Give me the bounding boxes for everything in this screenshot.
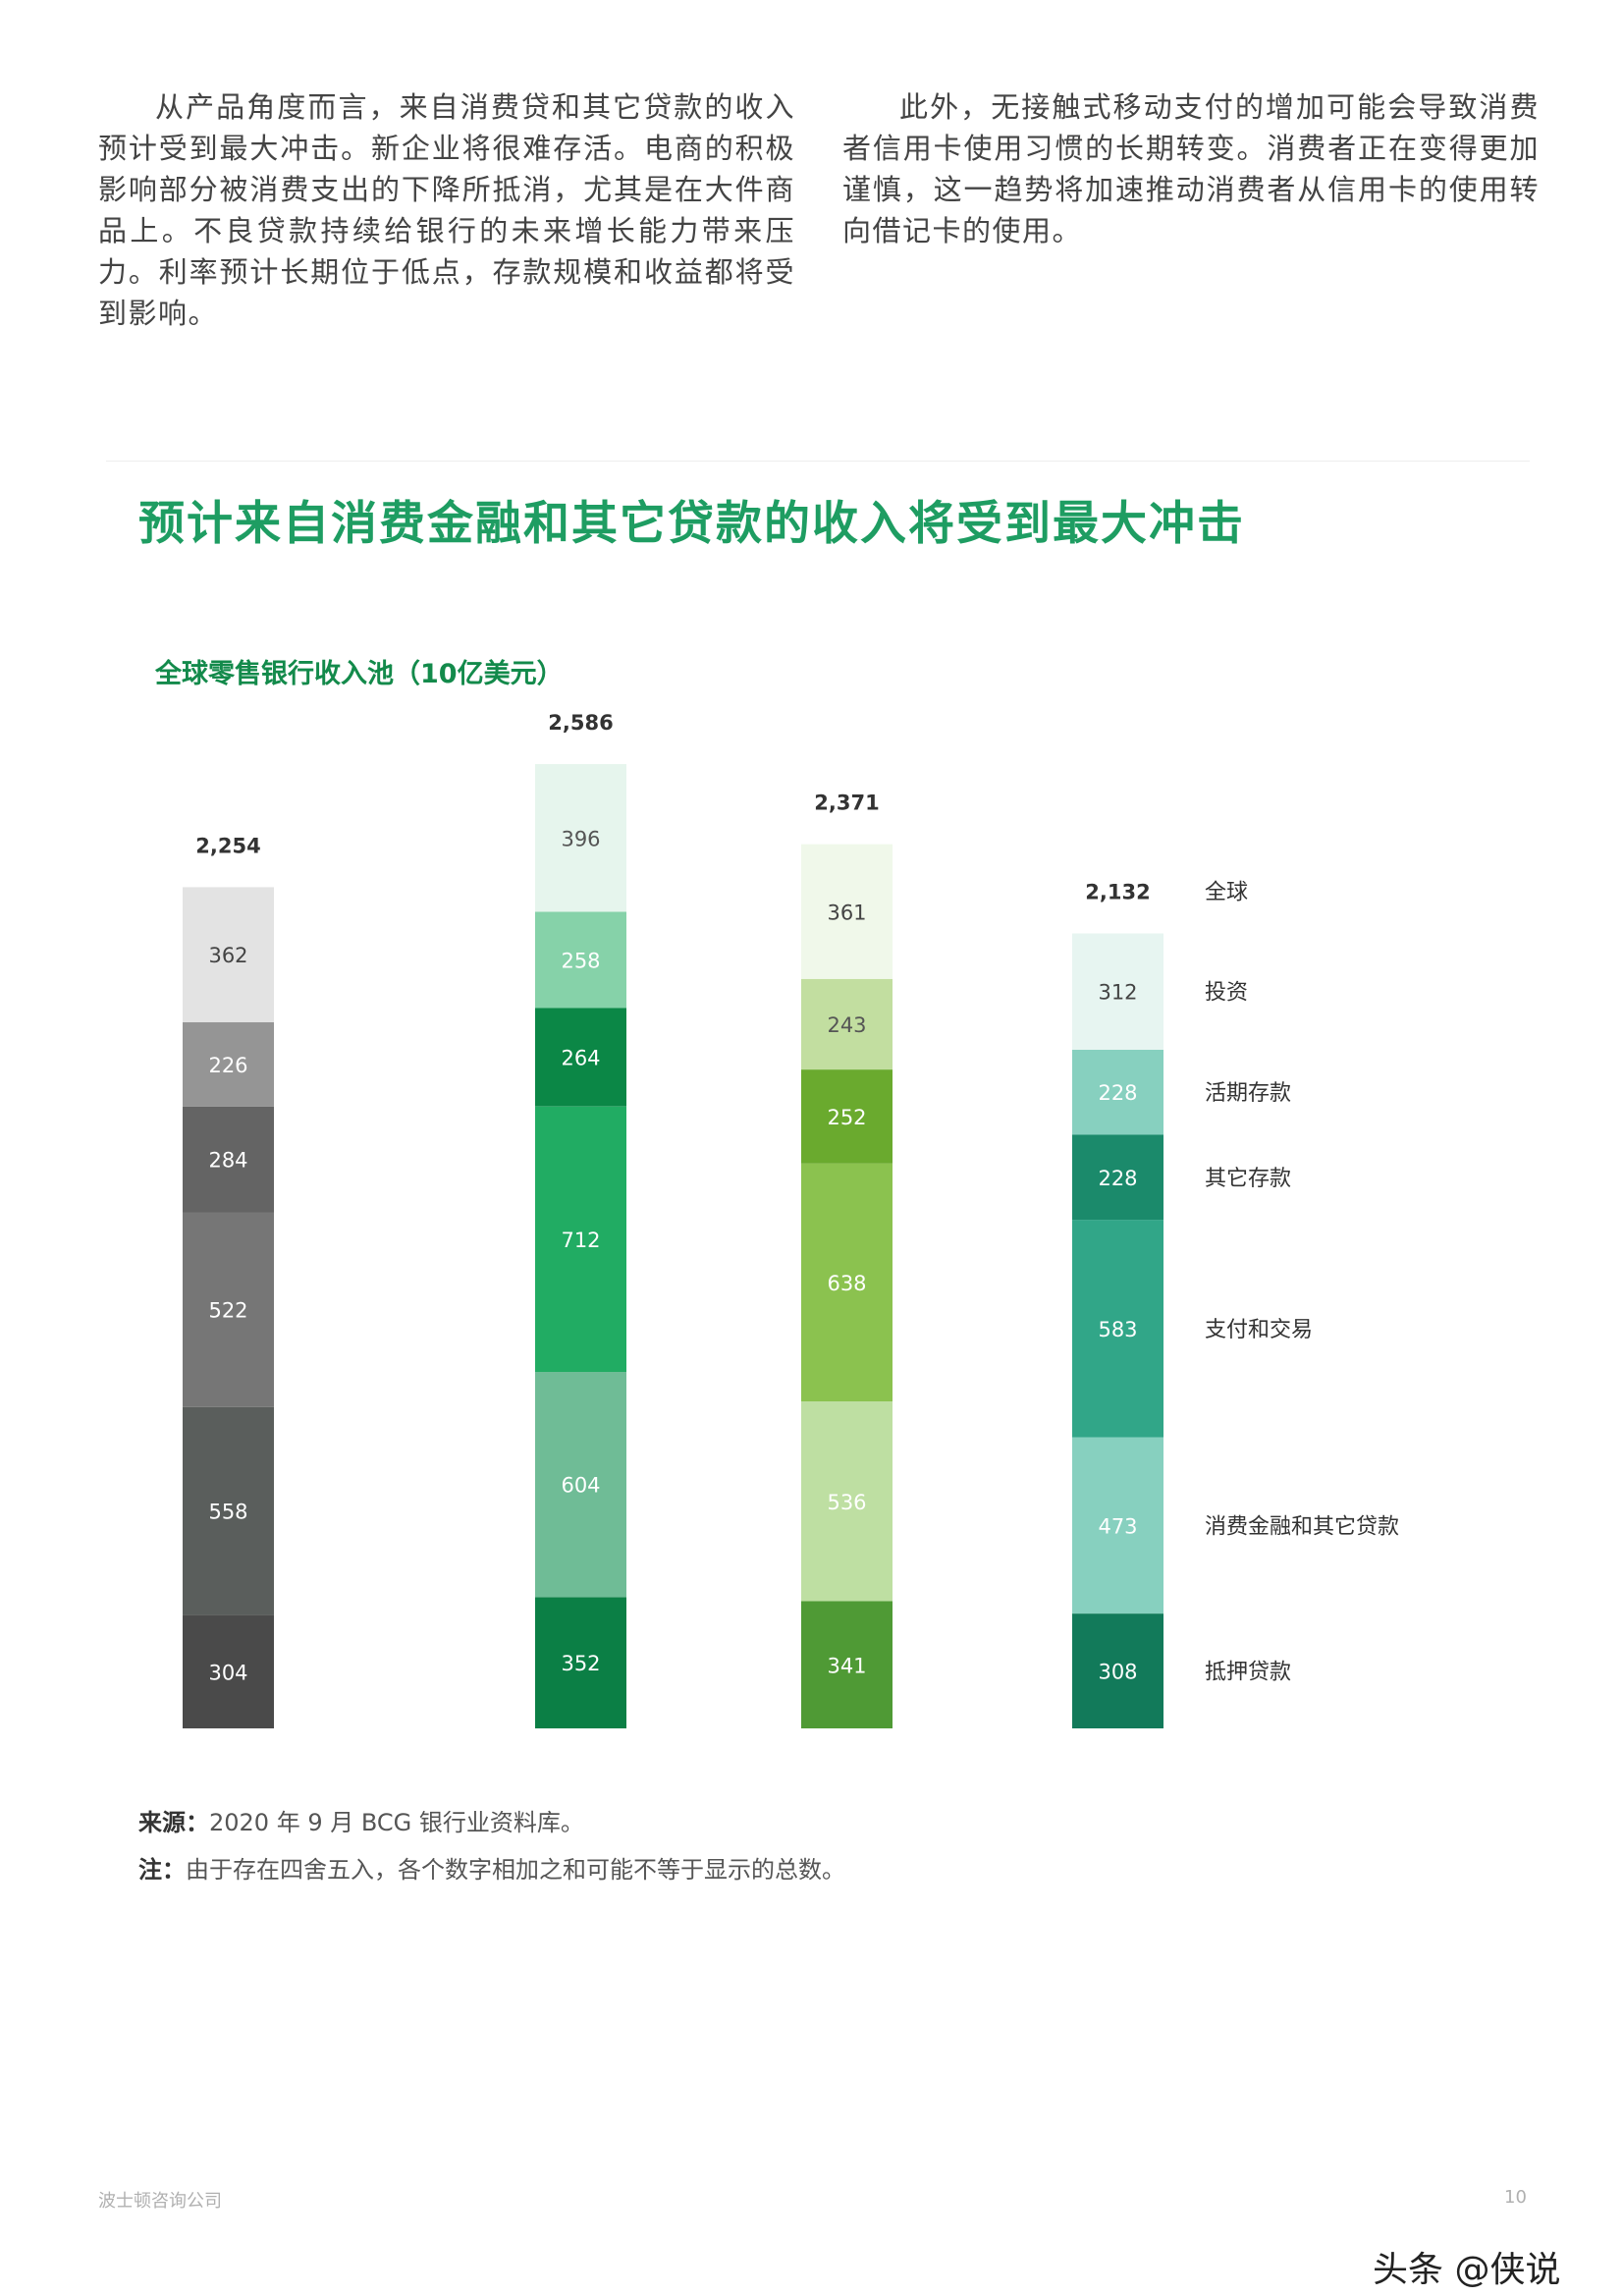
bar-total-label: 2,586 [548,711,613,735]
bar-segment [1072,933,1163,1050]
bar-value-label: 473 [1098,1514,1137,1538]
bar-value-label: 308 [1098,1661,1137,1684]
bar-segment [801,1401,893,1602]
bar-value-label: 712 [561,1229,600,1252]
bar-value-label: 226 [208,1054,247,1077]
bar-segment [535,1106,626,1372]
bar-segment [801,1069,893,1164]
source-label: 来源： [138,1809,209,1836]
bar-segment [535,1008,626,1107]
note-label: 注： [138,1856,186,1884]
bar-segment [535,764,626,912]
bar-value-label: 558 [208,1501,247,1524]
bar-segment [1072,1134,1163,1221]
bar-value-label: 243 [827,1013,866,1037]
bar-value-label: 284 [208,1149,247,1173]
bar-total-label: 2,132 [1085,881,1150,904]
bar-value-label: 638 [827,1272,866,1295]
legend-label: 抵押贷款 [1205,1661,1291,1685]
watermark: 头条 @侠说 [1373,2250,1561,2290]
bar-segment [535,1597,626,1728]
bar-value-label: 258 [561,949,600,972]
note-text: 由于存在四舍五入，各个数字相加之和可能不等于显示的总数。 [186,1856,845,1884]
bar-total-label: 2,254 [195,834,260,857]
bar-value-label: 352 [561,1652,600,1675]
paragraph-right: 此外，无接触式移动支付的增加可能会导致消费者信用卡使用习惯的长期转变。消费者正在… [842,90,1540,247]
bar-value-label: 341 [827,1654,866,1677]
bar-value-label: 396 [561,827,600,850]
bar-value-label: 312 [1098,981,1137,1005]
bar-value-label: 362 [208,944,247,967]
footer-company: 波士顿咨询公司 [98,2191,222,2212]
bar-segment [183,1614,274,1728]
bar-segment [183,1106,274,1213]
bar-value-label: 583 [1098,1318,1137,1341]
bar-segment [183,1021,274,1107]
page-number: 10 [1504,2187,1527,2208]
bar-value-label: 361 [827,901,866,924]
bar-value-label: 304 [208,1661,247,1684]
bar-segment [535,911,626,1009]
bar-segment [1072,1437,1163,1614]
bar-segment [1072,1049,1163,1135]
paragraph-left: 从产品角度而言，来自消费贷和其它贷款的收入预计受到最大冲击。新企业将很难存活。电… [98,90,795,330]
stacked-bar-chart: 304 352 341 308 558 604 536 473 522 712 638 583 284 2… [183,711,1399,1728]
bar-total-label: 2,371 [814,792,879,815]
source-text: 2020 年 9 月 BCG 银行业资料库。 [209,1809,584,1836]
bar-segment [801,1163,893,1401]
bar-value-label: 252 [827,1106,866,1129]
bar-segment [801,978,893,1070]
legend-label: 支付和交易 [1205,1318,1313,1342]
legend-label: 活期存款 [1205,1081,1291,1106]
bar-value-label: 522 [208,1299,247,1323]
legend-label: 其它存款 [1205,1167,1291,1191]
footnote: 注：由于存在四舍五入，各个数字相加之和可能不等于显示的总数。 [138,1850,845,1885]
bar-value-label: 536 [827,1491,866,1514]
legend-header: 全球 [1205,881,1248,905]
bar-segment [183,887,274,1022]
bar-value-label: 228 [1098,1167,1137,1190]
legend-label: 投资 [1205,981,1248,1006]
bar-segment [1072,1220,1163,1438]
bar-value-label: 264 [561,1047,600,1070]
bar-segment [183,1212,274,1407]
bar-value-label: 604 [561,1474,600,1498]
bar-value-label: 228 [1098,1081,1137,1105]
section-divider [106,461,1530,462]
bar-segment [183,1406,274,1615]
source-note: 来源：2020 年 9 月 BCG 银行业资料库。 [138,1803,584,1837]
bar-segment [801,1601,893,1728]
legend-label: 消费金融和其它贷款 [1205,1514,1399,1539]
bar-segment [535,1372,626,1598]
bar-segment [1072,1613,1163,1728]
chart-title: 全球零售银行收入池（10亿美元） [155,659,564,689]
bar-segment [801,844,893,979]
section-heading: 预计来自消费金融和其它贷款的收入将受到最大冲击 [138,497,1245,551]
